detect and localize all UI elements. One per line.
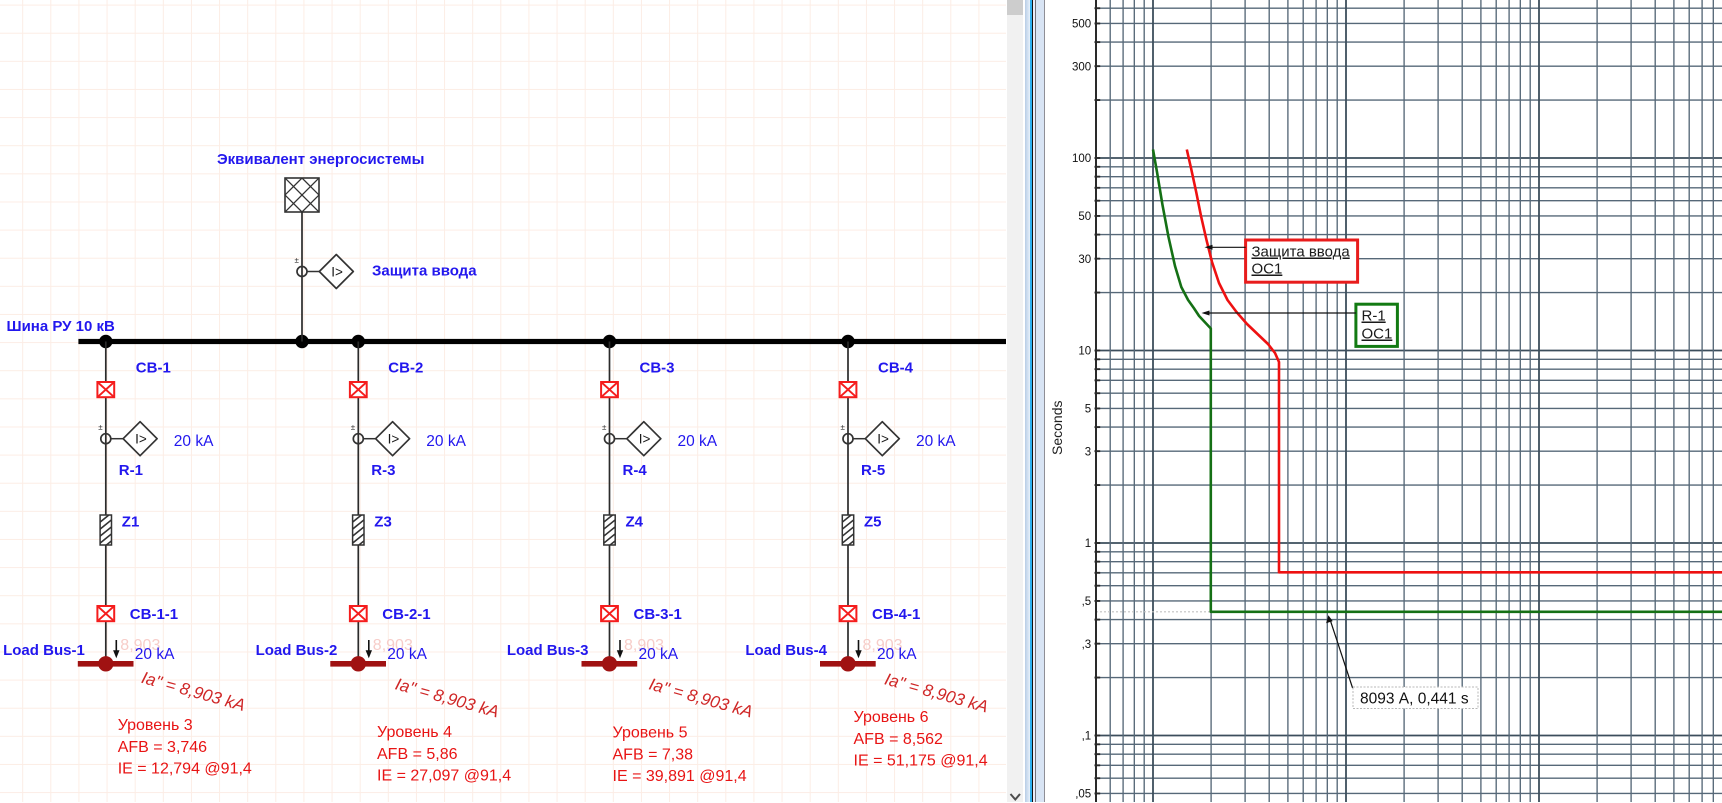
svg-text:Z4: Z4 xyxy=(626,514,644,531)
svg-text:R-1: R-1 xyxy=(1362,308,1386,325)
svg-text:Load Bus-4: Load Bus-4 xyxy=(745,642,827,659)
svg-text:Уровень 5: Уровень 5 xyxy=(613,725,688,742)
svg-text:300: 300 xyxy=(1072,61,1091,73)
svg-text:CB-4-1: CB-4-1 xyxy=(872,606,920,623)
svg-text:±: ± xyxy=(98,423,103,432)
svg-text:R-1: R-1 xyxy=(119,462,143,479)
svg-text:30: 30 xyxy=(1078,254,1091,266)
svg-text:±: ± xyxy=(602,423,607,432)
svg-text:I>: I> xyxy=(877,432,889,447)
svg-text:500: 500 xyxy=(1072,19,1091,31)
svg-text:20 kA: 20 kA xyxy=(174,433,214,450)
svg-text:R-5: R-5 xyxy=(861,462,885,479)
svg-text:20 kA: 20 kA xyxy=(678,433,718,450)
svg-text:±: ± xyxy=(841,423,846,432)
svg-text:±: ± xyxy=(295,256,300,265)
svg-text:,3: ,3 xyxy=(1082,639,1092,651)
svg-text:I>: I> xyxy=(639,432,651,447)
svg-text:R-4: R-4 xyxy=(623,462,648,479)
svg-text:,5: ,5 xyxy=(1082,596,1092,608)
svg-text:ОС1: ОС1 xyxy=(1252,261,1283,278)
svg-text:AFB = 5,86: AFB = 5,86 xyxy=(377,746,458,763)
svg-text:CB-1-1: CB-1-1 xyxy=(130,606,178,623)
svg-text:CB-3: CB-3 xyxy=(640,360,675,377)
svg-text:R-3: R-3 xyxy=(371,462,395,479)
svg-text:Load Bus-1: Load Bus-1 xyxy=(3,642,85,659)
svg-text:Load Bus-3: Load Bus-3 xyxy=(507,642,589,659)
svg-text:8,903: 8,903 xyxy=(624,637,664,654)
svg-text:IE = 39,891 @91,4: IE = 39,891 @91,4 xyxy=(613,768,747,785)
svg-text:Z5: Z5 xyxy=(864,514,882,531)
svg-text:Ia" = 8,903 kA: Ia" = 8,903 kA xyxy=(139,668,247,715)
svg-text:1: 1 xyxy=(1085,538,1091,550)
svg-text:IE = 51,175 @91,4: IE = 51,175 @91,4 xyxy=(854,753,988,770)
svg-text:Уровень 3: Уровень 3 xyxy=(118,717,193,734)
svg-text:20 kA: 20 kA xyxy=(916,433,956,450)
svg-text:Z1: Z1 xyxy=(122,514,140,531)
svg-text:Load Bus-2: Load Bus-2 xyxy=(256,642,338,659)
svg-text:20 kA: 20 kA xyxy=(135,646,175,663)
svg-text:20 kA: 20 kA xyxy=(387,646,427,663)
svg-text:8093 А, 0,441 s: 8093 А, 0,441 s xyxy=(1360,691,1469,708)
svg-text:CB-1: CB-1 xyxy=(136,360,171,377)
svg-text:CB-4: CB-4 xyxy=(878,360,914,377)
svg-text:8,903: 8,903 xyxy=(120,637,160,654)
svg-text:I>: I> xyxy=(331,265,343,280)
svg-text:Ia" = 8,903 kA: Ia" = 8,903 kA xyxy=(393,675,501,722)
svg-text:100: 100 xyxy=(1072,153,1091,165)
svg-text:CB-2-1: CB-2-1 xyxy=(382,606,430,623)
svg-text:CB-3-1: CB-3-1 xyxy=(634,606,682,623)
svg-text:5: 5 xyxy=(1085,404,1091,416)
svg-text:20 kA: 20 kA xyxy=(639,646,679,663)
svg-text:Эквивалент энергосистемы: Эквивалент энергосистемы xyxy=(217,151,424,168)
svg-text:I>: I> xyxy=(135,432,147,447)
svg-text:Seconds: Seconds xyxy=(1049,401,1065,455)
svg-text:Z3: Z3 xyxy=(374,514,392,531)
svg-text:AFB = 7,38: AFB = 7,38 xyxy=(613,746,694,763)
svg-text:IE = 12,794 @91,4: IE = 12,794 @91,4 xyxy=(118,761,252,778)
svg-text:CB-2: CB-2 xyxy=(388,360,423,377)
svg-text:10: 10 xyxy=(1078,346,1091,358)
svg-text:ОС1: ОС1 xyxy=(1362,326,1393,343)
svg-text:3: 3 xyxy=(1085,446,1091,458)
svg-text:8,903: 8,903 xyxy=(373,637,413,654)
svg-text:AFB = 8,562: AFB = 8,562 xyxy=(854,731,943,748)
svg-text:±: ± xyxy=(351,423,356,432)
svg-text:8,903: 8,903 xyxy=(863,637,903,654)
svg-text:IE = 27,097 @91,4: IE = 27,097 @91,4 xyxy=(377,768,511,785)
svg-text:Шина РУ 10 кВ: Шина РУ 10 кВ xyxy=(7,318,116,335)
svg-text:Уровень 6: Уровень 6 xyxy=(854,709,929,726)
svg-text:20 kA: 20 kA xyxy=(877,646,917,663)
svg-text:Уровень 4: Уровень 4 xyxy=(377,724,452,741)
svg-text:Защита ввода: Защита ввода xyxy=(1252,244,1351,261)
svg-text:I>: I> xyxy=(388,432,400,447)
svg-text:Ia" = 8,903 kA: Ia" = 8,903 kA xyxy=(647,675,755,722)
svg-text:20 kA: 20 kA xyxy=(426,433,466,450)
svg-text:,05: ,05 xyxy=(1075,789,1091,801)
svg-text:Защита ввода: Защита ввода xyxy=(372,263,477,280)
svg-text:AFB = 3,746: AFB = 3,746 xyxy=(118,739,207,756)
svg-text:50: 50 xyxy=(1078,211,1091,223)
svg-text:,1: ,1 xyxy=(1082,731,1092,743)
